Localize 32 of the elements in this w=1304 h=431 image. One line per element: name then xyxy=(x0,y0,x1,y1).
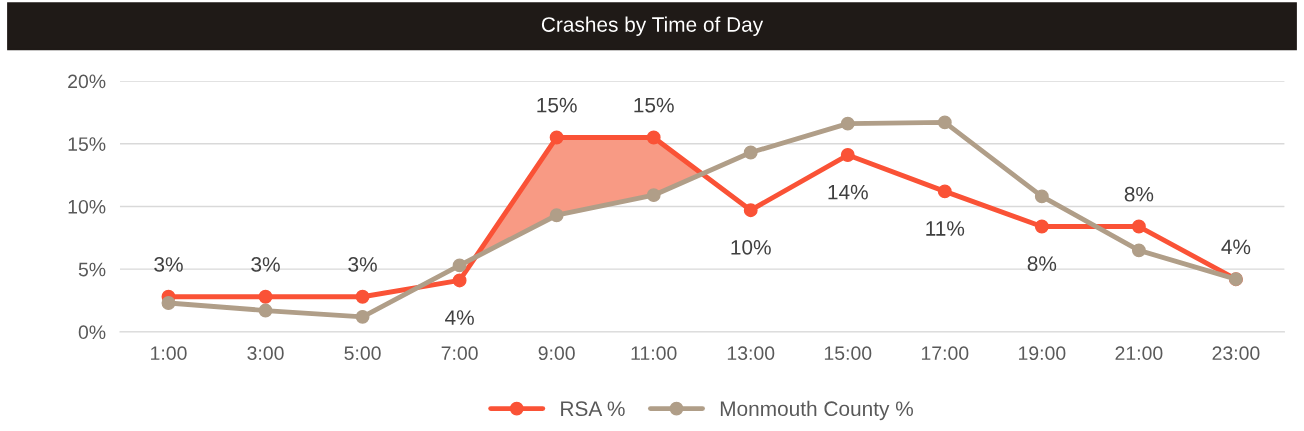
x-tick-label: 21:00 xyxy=(1115,346,1163,361)
x-tick-label: 13:00 xyxy=(727,346,775,361)
x-tick-label: 3:00 xyxy=(247,346,284,361)
data-label: 10% xyxy=(731,239,771,255)
data-label: 4% xyxy=(445,310,474,325)
y-tick-label: 10% xyxy=(68,199,106,214)
x-tick-label: 15:00 xyxy=(824,346,872,361)
data-label: 15% xyxy=(634,97,674,113)
y-tick-label: 0% xyxy=(78,325,106,340)
data-label: 3% xyxy=(154,257,183,272)
x-tick-label: 5:00 xyxy=(344,346,381,361)
x-tick-label: 9:00 xyxy=(538,346,575,361)
data-label: 11% xyxy=(926,221,965,236)
y-tick-label: 20% xyxy=(68,74,106,89)
data-label: 4% xyxy=(1221,239,1251,255)
y-tick-label: 5% xyxy=(78,262,106,277)
data-label: 3% xyxy=(348,257,377,272)
chart-title: Crashes by Time of Day xyxy=(541,16,764,36)
y-tick-label: 15% xyxy=(68,137,106,151)
legend-label: Monmouth County % xyxy=(720,400,913,421)
legend-label: RSA % xyxy=(561,401,625,417)
x-tick-label: 11:00 xyxy=(631,346,677,361)
x-tick-label: 1:00 xyxy=(151,346,187,361)
x-tick-label: 23:00 xyxy=(1212,346,1260,361)
data-label: 8% xyxy=(1124,186,1154,202)
x-tick-label: 19:00 xyxy=(1019,346,1066,361)
data-label: 15% xyxy=(537,97,577,113)
data-label: 14% xyxy=(828,184,868,200)
data-label: 3% xyxy=(251,257,280,272)
data-label: 8% xyxy=(1027,256,1057,271)
x-tick-label: 17:00 xyxy=(921,346,969,361)
x-tick-label: 7:00 xyxy=(441,346,478,361)
